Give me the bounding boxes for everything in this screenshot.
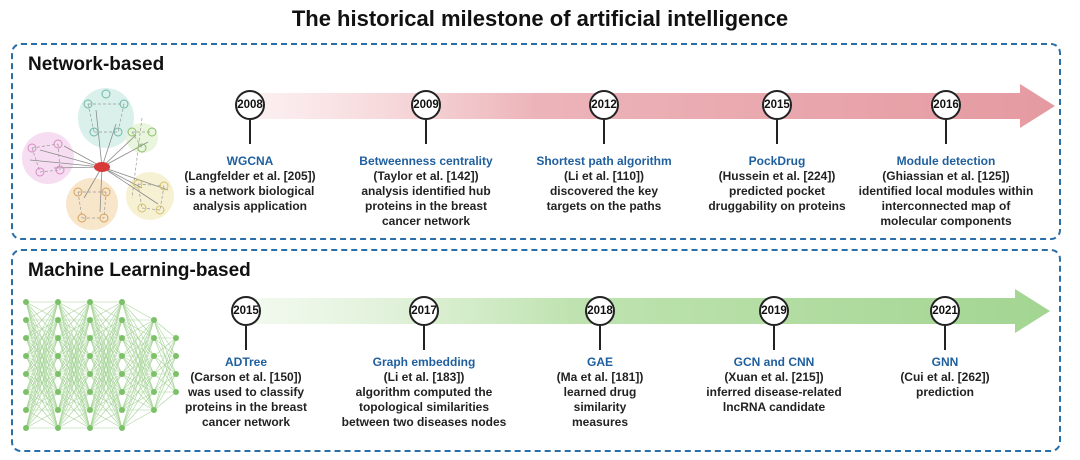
- milestone: Graph embedding (Li et al. [183]) algorith…: [334, 355, 514, 430]
- year-stem: [423, 326, 425, 350]
- network-timeline-arrow: [255, 84, 1055, 128]
- milestone-description: analysis identified hub proteins in the …: [361, 184, 491, 228]
- milestone-description: inferred disease-related lncRNA candidat…: [706, 385, 842, 414]
- milestone-title: Betweenness centrality: [359, 154, 493, 168]
- network-illustration-icon: [22, 88, 174, 230]
- milestone-description: was used to classify proteins in the bre…: [184, 385, 308, 429]
- year-marker: 2017: [409, 296, 439, 326]
- year-stem: [599, 326, 601, 350]
- year-stem: [249, 120, 251, 144]
- milestone-title: GAE: [586, 355, 613, 369]
- milestone-citation: (Carson et al. [150]): [190, 370, 302, 384]
- figure-title: The historical milestone of artificial i…: [291, 6, 789, 31]
- network-panel-label: Network-based: [28, 54, 165, 75]
- neural-network-illustration-icon: [23, 299, 179, 431]
- milestone-title: PockDrug: [748, 154, 806, 168]
- milestone-citation: (Taylor et al. [142]): [373, 169, 479, 183]
- milestone: Module detection (Ghiassian et al. [125])…: [856, 154, 1036, 229]
- milestone-title: WGCNA: [226, 154, 274, 168]
- milestone-description: learned drug similarity measures: [563, 385, 637, 429]
- milestone-description: is a network biological analysis applica…: [185, 184, 315, 213]
- milestone-citation: (Xuan et al. [215]): [724, 370, 824, 384]
- year-marker: 2018: [585, 296, 615, 326]
- year-stem: [603, 120, 605, 144]
- year-stem: [425, 120, 427, 144]
- year-marker: 2015: [762, 90, 792, 120]
- milestone: GCN and CNN (Xuan et al. [215]) inferred d…: [704, 355, 844, 415]
- milestone: Betweenness centrality (Taylor et al. [14…: [346, 154, 506, 229]
- milestone-description: identified local modules within intercon…: [858, 184, 1034, 228]
- year-marker: 2015: [231, 296, 261, 326]
- milestone: GAE (Ma et al. [181]) learned drug similar…: [545, 355, 655, 430]
- year-marker: 2012: [589, 90, 619, 120]
- milestone-title: Shortest path algorithm: [536, 154, 672, 168]
- year-marker: 2008: [235, 90, 265, 120]
- milestone-title: ADTree: [224, 355, 268, 369]
- milestone-citation: (Li et al. [183]): [383, 370, 465, 384]
- milestone: ADTree (Carson et al. [150]) was used to c…: [171, 355, 321, 430]
- milestone-citation: (Ma et al. [181]): [556, 370, 644, 384]
- ml-panel-label: Machine Learning-based: [28, 260, 251, 281]
- year-marker: 2016: [931, 90, 961, 120]
- year-stem: [773, 326, 775, 350]
- milestone-description: prediction: [915, 385, 974, 399]
- milestone-citation: (Ghiassian et al. [125]): [882, 169, 1010, 183]
- milestone-citation: (Hussein et al. [224]): [718, 169, 836, 183]
- milestone-title: GNN: [931, 355, 959, 369]
- ml-timeline-arrow: [250, 289, 1050, 333]
- milestone-description: predicted pocket druggability on protein…: [708, 184, 846, 213]
- milestone: GNN (Cui et al. [262]) prediction: [870, 355, 1020, 400]
- year-stem: [776, 120, 778, 144]
- milestone-title: Module detection: [896, 154, 996, 168]
- milestone-description: algorithm computed the topological simil…: [341, 385, 507, 429]
- ml-panel: [11, 249, 1061, 452]
- year-stem: [945, 120, 947, 144]
- milestone: WGCNA (Langfelder et al. [205]) is a netwo…: [165, 154, 335, 214]
- year-marker: 2019: [759, 296, 789, 326]
- year-marker: 2021: [930, 296, 960, 326]
- milestone: Shortest path algorithm (Li et al. [110])…: [529, 154, 679, 214]
- network-panel: [11, 43, 1061, 240]
- year-marker: 2009: [411, 90, 441, 120]
- milestone-citation: (Li et al. [110]): [563, 169, 645, 183]
- milestone-description: discovered the key targets on the paths: [546, 184, 662, 213]
- milestone: PockDrug (Hussein et al. [224]) predicted …: [702, 154, 852, 214]
- year-stem: [245, 326, 247, 350]
- milestone-title: Graph embedding: [372, 355, 476, 369]
- milestone-title: GCN and CNN: [733, 355, 815, 369]
- milestone-citation: (Langfelder et al. [205]): [184, 169, 316, 183]
- year-stem: [944, 326, 946, 350]
- milestone-citation: (Cui et al. [262]): [900, 370, 990, 384]
